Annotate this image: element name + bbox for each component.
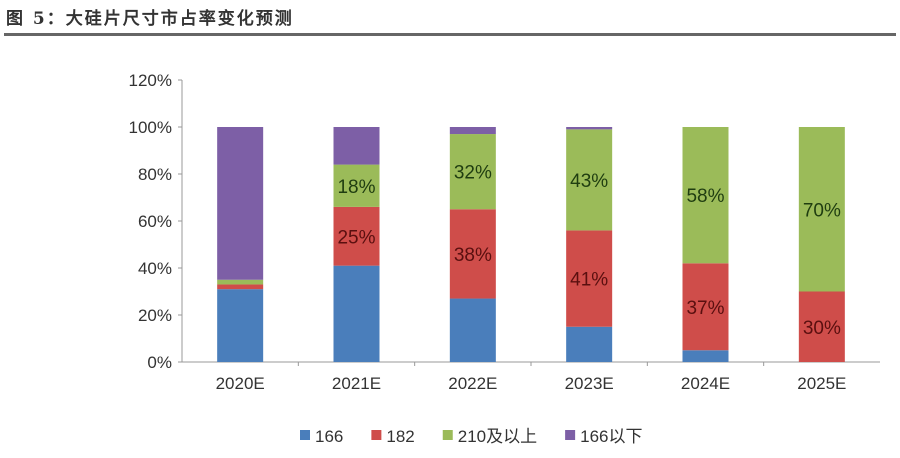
bar-segment-166-2020E	[217, 289, 264, 362]
bar-segment-166以下-2023E	[566, 127, 613, 130]
bar-segment-182-2022E	[449, 209, 496, 299]
data-label: 70%	[803, 200, 841, 221]
data-label: 43%	[570, 171, 608, 192]
data-label: 38%	[454, 245, 492, 266]
data-label: 41%	[570, 270, 608, 291]
bar-segment-210及以上-2024E	[682, 127, 729, 264]
bar-segment-166-2021E	[333, 265, 380, 362]
legend-label: 182	[386, 427, 414, 446]
y-tick-label: 100%	[129, 118, 172, 137]
bar-segment-210及以上-2025E	[798, 127, 845, 292]
bar-segment-210及以上-2023E	[566, 129, 613, 231]
bar-segment-166-2023E	[566, 326, 613, 362]
y-tick-label: 40%	[138, 259, 172, 278]
bar-segment-166-2024E	[682, 350, 729, 362]
x-tick-label: 2020E	[216, 374, 265, 393]
data-label: 18%	[337, 177, 375, 198]
bar-segment-182-2024E	[682, 263, 729, 351]
bar-segment-182-2020E	[217, 284, 264, 290]
bar-segment-210及以上-2020E	[217, 279, 264, 285]
legend-swatch-166以下	[565, 430, 576, 440]
data-label: 37%	[686, 298, 724, 319]
legend-label: 166以下	[580, 427, 642, 446]
x-tick-label: 2025E	[797, 374, 846, 393]
bar-segment-166以下-2020E	[217, 127, 264, 280]
data-label: 58%	[686, 186, 724, 207]
legend-label: 210及以上	[458, 427, 537, 446]
x-tick-label: 2022E	[448, 374, 497, 393]
x-tick-label: 2021E	[332, 374, 381, 393]
legend-swatch-166	[300, 430, 310, 440]
bar-segment-210及以上-2021E	[333, 164, 380, 207]
legend-swatch-182	[371, 430, 382, 440]
y-tick-label: 120%	[129, 71, 172, 90]
bar-segment-210及以上-2022E	[449, 134, 496, 210]
x-tick-label: 2023E	[565, 374, 614, 393]
bar-segment-182-2021E	[333, 206, 380, 266]
figure-title: 图 5：大硅片尺寸市占率变化预测	[6, 9, 294, 29]
legend-label: 166	[315, 427, 343, 446]
data-label: 32%	[454, 163, 492, 184]
y-tick-label: 80%	[138, 165, 172, 184]
bar-segment-182-2023E	[566, 230, 613, 327]
bar-segment-166以下-2021E	[333, 127, 380, 165]
y-tick-label: 20%	[138, 306, 172, 325]
bar-segment-182-2025E	[798, 291, 845, 362]
x-tick-label: 2024E	[681, 374, 730, 393]
y-tick-label: 60%	[138, 212, 172, 231]
bar-segment-166-2022E	[449, 298, 496, 362]
title-divider	[4, 33, 896, 36]
legend-swatch-210及以上	[442, 430, 453, 440]
data-label: 25%	[337, 227, 375, 248]
bar-segment-166以下-2022E	[449, 127, 496, 135]
y-tick-label: 0%	[147, 353, 172, 372]
data-label: 30%	[803, 318, 841, 339]
